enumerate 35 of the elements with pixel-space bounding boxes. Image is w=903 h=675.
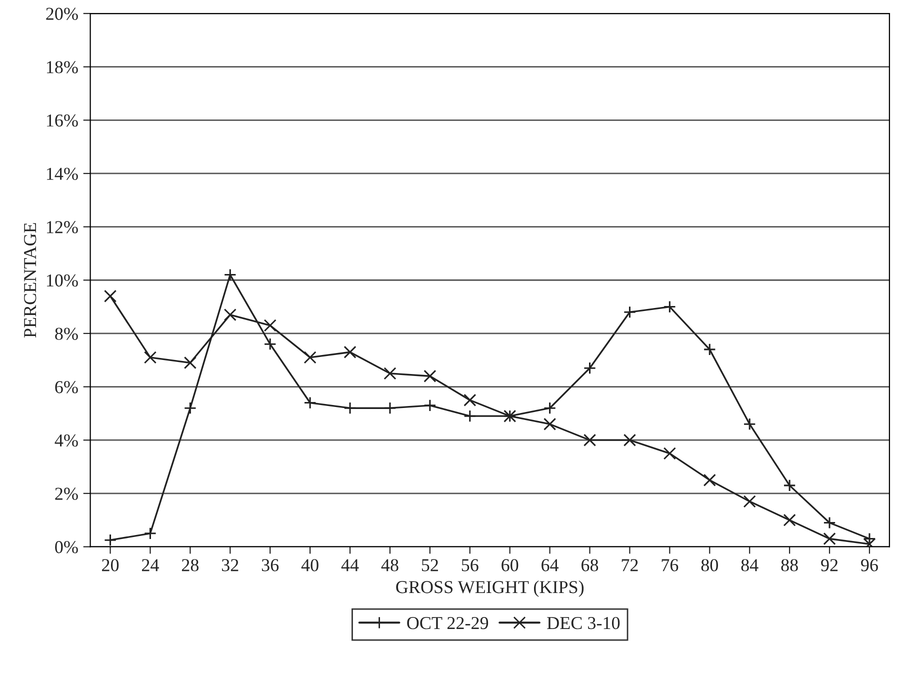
y-tick-label: 8% <box>55 328 78 340</box>
y-tick-label: 6% <box>55 381 78 394</box>
y-tick-label: 16% <box>46 114 78 127</box>
x-tick-label: 56 <box>462 559 478 572</box>
x-tick-label: 76 <box>662 559 678 572</box>
x-tick-label: 72 <box>622 559 638 572</box>
y-tick-label: 2% <box>55 488 78 500</box>
x-tick-label: 52 <box>422 559 438 572</box>
y-tick-label: 0% <box>55 541 78 554</box>
x-tick-label: 68 <box>582 559 598 572</box>
x-tick-label: 96 <box>861 559 878 572</box>
x-tick-label: 36 <box>262 559 279 572</box>
legend-label: OCT 22-29 <box>407 617 488 630</box>
y-tick-label: 18% <box>46 61 78 74</box>
x-tick-label: 24 <box>142 559 159 572</box>
x-tick-label: 28 <box>182 559 199 572</box>
y-tick-label: 12% <box>46 221 78 234</box>
x-tick-label: 32 <box>222 559 238 572</box>
x-tick-label: 48 <box>381 559 398 572</box>
x-tick-label: 44 <box>341 559 359 572</box>
y-tick-label: 4% <box>54 434 78 447</box>
y-tick-label: 14% <box>46 168 78 180</box>
y-tick-label: 20% <box>46 8 78 20</box>
x-tick-label: 92 <box>821 559 838 572</box>
x-tick-label: 80 <box>701 559 718 572</box>
x-tick-label: 64 <box>542 559 559 572</box>
x-tick-label: 60 <box>502 559 518 572</box>
y-tick-label: 10% <box>46 274 78 287</box>
x-tick-label: 20 <box>102 559 119 572</box>
x-tick-label: 88 <box>781 559 798 572</box>
x-tick-label: 84 <box>741 559 758 572</box>
x-axis-title: GROSS WEIGHT (KIPS) <box>396 580 584 597</box>
x-tick-label: 40 <box>301 559 318 572</box>
legend-label: DEC 3-10 <box>547 616 620 630</box>
y-axis-title: PERCENTAGE <box>24 223 36 338</box>
